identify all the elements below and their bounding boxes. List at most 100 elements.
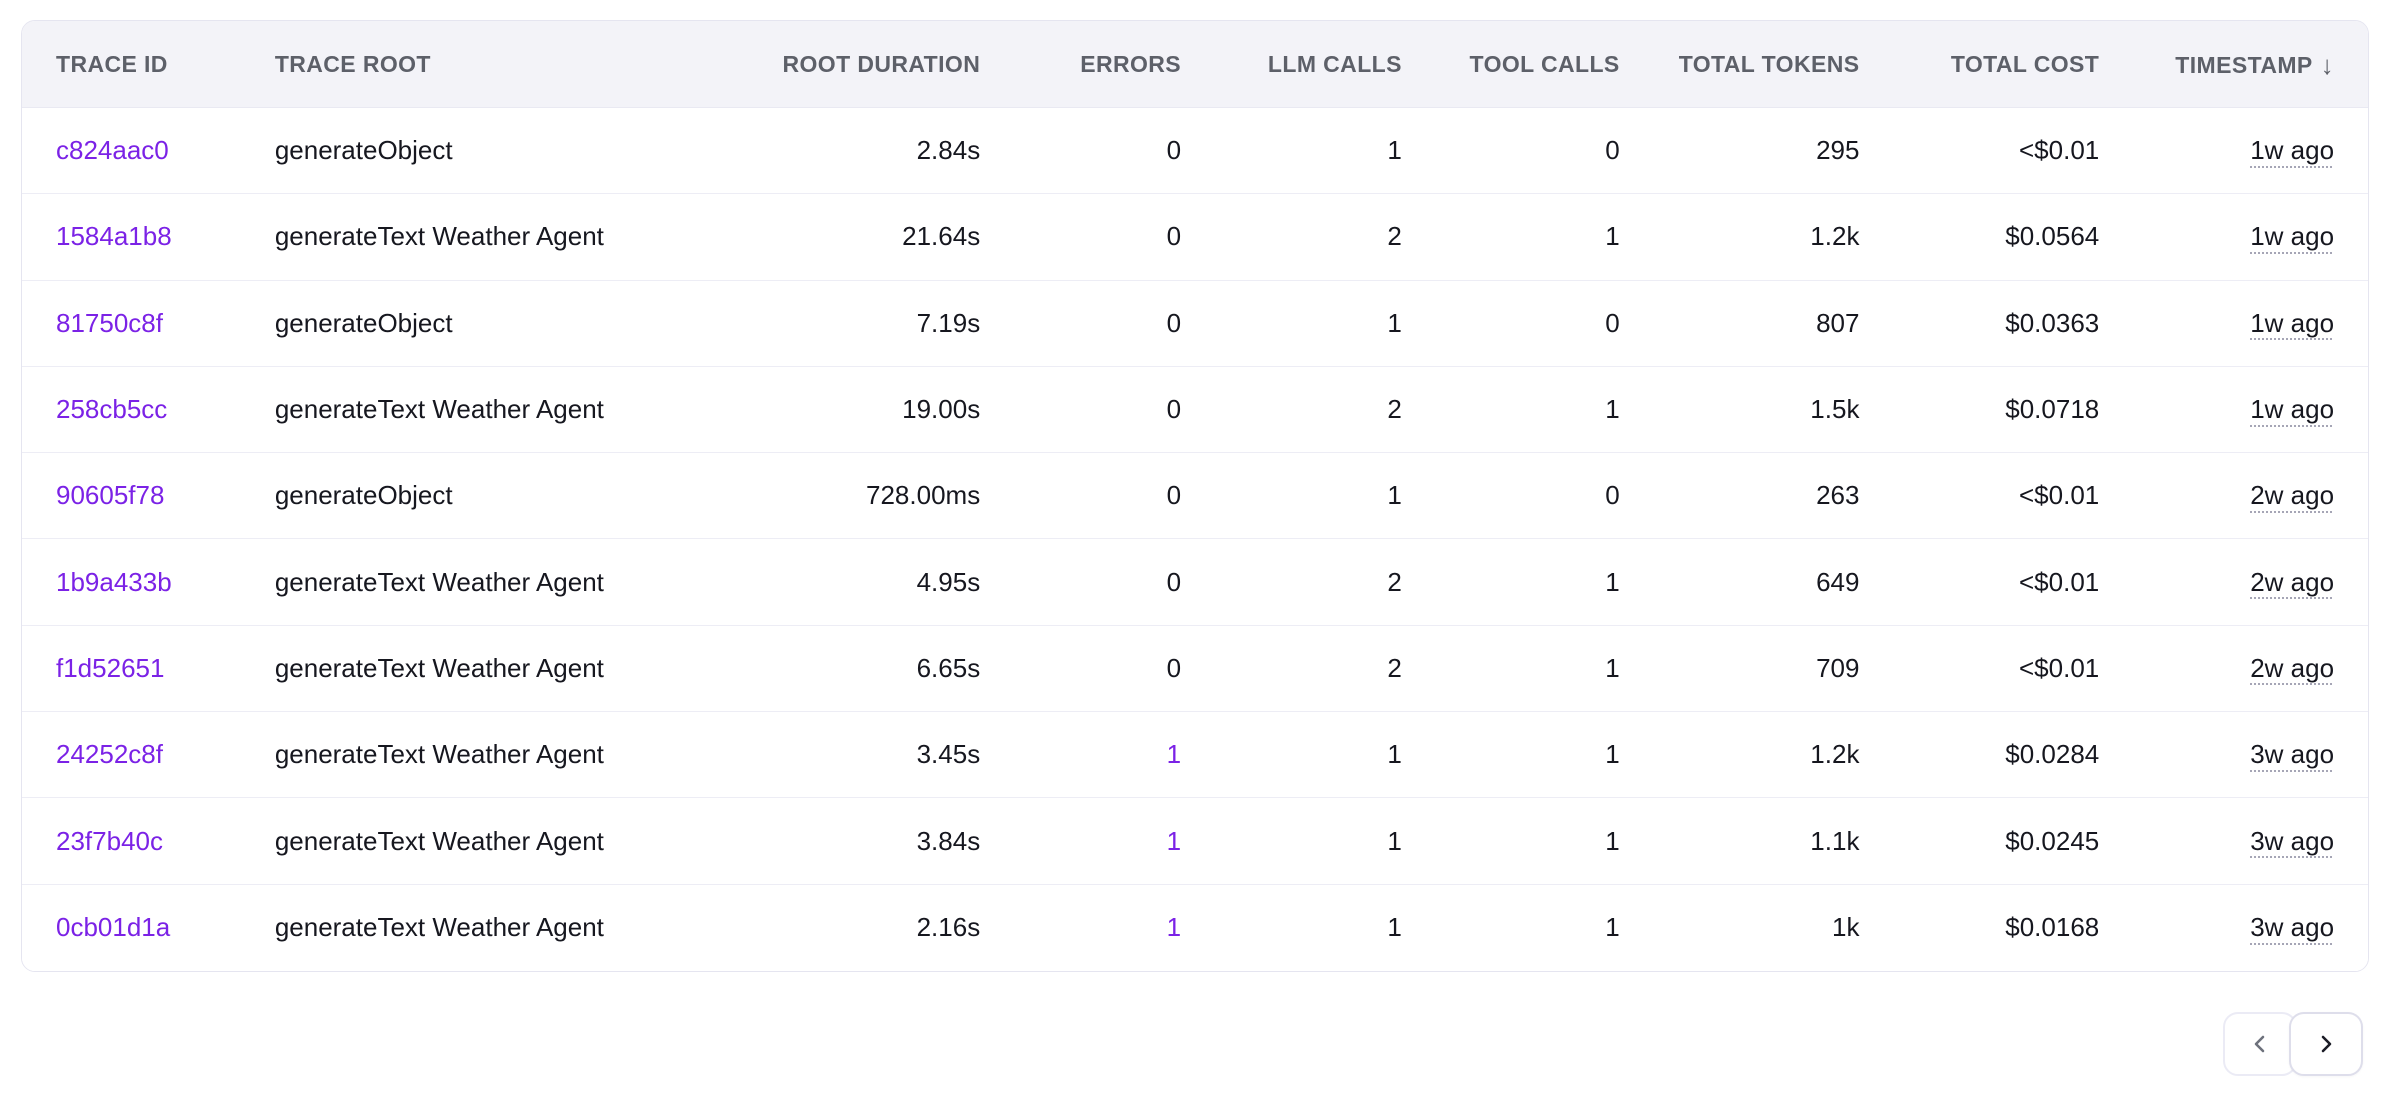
timestamp-value[interactable]: 3w ago: [2250, 739, 2335, 770]
trace-id-link[interactable]: 90605f78: [56, 480, 165, 511]
total-cost-cell: $0.0284: [2005, 739, 2100, 770]
tool-calls-cell: 1: [1605, 912, 1620, 943]
tool-calls-cell: 1: [1605, 566, 1620, 597]
table-row: 81750c8f generateObject 7.19s 0 1 0 807 …: [22, 280, 2368, 367]
table-row: 24252c8f generateText Weather Agent 3.45…: [22, 712, 2368, 799]
llm-calls-cell: 1: [1387, 480, 1402, 511]
traces-table: TRACE ID TRACE ROOT ROOT DURATION ERRORS…: [21, 20, 2369, 972]
total-tokens-cell: 1.2k: [1810, 221, 1860, 252]
trace-id-link[interactable]: 81750c8f: [56, 307, 163, 338]
tool-calls-cell: 0: [1605, 307, 1620, 338]
sort-desc-icon: ↓: [2320, 49, 2335, 80]
column-header-total-tokens[interactable]: TOTAL TOKENS: [1678, 50, 1860, 77]
timestamp-cell: 2w ago: [2099, 480, 2368, 511]
total-tokens-cell: 807: [1816, 307, 1860, 338]
column-header-trace-id[interactable]: TRACE ID: [56, 50, 168, 77]
column-header-timestamp-label: TIMESTAMP: [2175, 51, 2313, 78]
root-duration-cell: 21.64s: [902, 221, 981, 252]
total-tokens-cell: 649: [1816, 566, 1860, 597]
errors-cell: 0: [1166, 652, 1182, 683]
chevron-right-icon: [2321, 1035, 2332, 1053]
timestamp-cell: 3w ago: [2099, 739, 2368, 770]
timestamp-value[interactable]: 3w ago: [2250, 912, 2335, 943]
timestamp-value[interactable]: 2w ago: [2250, 480, 2335, 511]
llm-calls-cell: 2: [1387, 394, 1402, 425]
timestamp-value[interactable]: 1w ago: [2250, 307, 2335, 338]
timestamp-cell: 3w ago: [2099, 912, 2368, 943]
column-header-root-duration[interactable]: ROOT DURATION: [782, 50, 981, 77]
llm-calls-cell: 2: [1387, 221, 1402, 252]
trace-id-link[interactable]: c824aac0: [56, 135, 169, 166]
total-tokens-cell: 1.1k: [1810, 825, 1860, 856]
total-tokens-cell: 1k: [1831, 912, 1860, 943]
root-duration-cell: 2.16s: [916, 912, 981, 943]
trace-root-cell: generateText Weather Agent: [274, 739, 604, 770]
total-tokens-cell: 295: [1816, 135, 1860, 166]
timestamp-value[interactable]: 2w ago: [2250, 566, 2335, 597]
timestamp-value[interactable]: 2w ago: [2250, 652, 2335, 683]
total-cost-cell: $0.0718: [2005, 394, 2100, 425]
trace-id-link[interactable]: 23f7b40c: [56, 825, 163, 856]
tool-calls-cell: 1: [1605, 221, 1620, 252]
trace-id-link[interactable]: 258cb5cc: [56, 394, 168, 425]
trace-id-link[interactable]: 1584a1b8: [56, 221, 172, 252]
trace-root-cell: generateObject: [274, 307, 453, 338]
llm-calls-cell: 1: [1387, 739, 1402, 770]
column-header-timestamp[interactable]: TIMESTAMP ↓: [2099, 49, 2368, 80]
next-page-button[interactable]: [2289, 1012, 2363, 1076]
root-duration-cell: 4.95s: [916, 566, 981, 597]
root-duration-cell: 19.00s: [902, 394, 981, 425]
root-duration-cell: 3.84s: [916, 825, 981, 856]
pagination: [2223, 1012, 2363, 1076]
errors-cell: 1: [1166, 825, 1182, 856]
timestamp-value[interactable]: 1w ago: [2250, 221, 2335, 252]
root-duration-cell: 6.65s: [916, 652, 981, 683]
column-header-tool-calls[interactable]: TOOL CALLS: [1469, 50, 1620, 77]
total-cost-cell: <$0.01: [2019, 135, 2100, 166]
table-row: c824aac0 generateObject 2.84s 0 1 0 295 …: [22, 108, 2368, 195]
llm-calls-cell: 1: [1387, 135, 1402, 166]
errors-cell: 0: [1166, 135, 1182, 166]
tool-calls-cell: 1: [1605, 394, 1620, 425]
table-row: 1b9a433b generateText Weather Agent 4.95…: [22, 539, 2368, 626]
timestamp-value[interactable]: 1w ago: [2250, 135, 2335, 166]
column-header-errors[interactable]: ERRORS: [1080, 50, 1182, 77]
errors-cell: 0: [1166, 307, 1182, 338]
tool-calls-cell: 0: [1605, 135, 1620, 166]
errors-cell: 0: [1166, 394, 1182, 425]
trace-id-link[interactable]: 1b9a433b: [56, 566, 172, 597]
total-cost-cell: $0.0363: [2005, 307, 2100, 338]
trace-id-link[interactable]: 0cb01d1a: [56, 912, 171, 943]
errors-cell: 0: [1166, 480, 1182, 511]
trace-id-link[interactable]: f1d52651: [56, 652, 165, 683]
previous-page-button[interactable]: [2223, 1012, 2297, 1076]
errors-cell: 1: [1166, 912, 1182, 943]
total-tokens-cell: 709: [1816, 652, 1860, 683]
table-row: f1d52651 generateText Weather Agent 6.65…: [22, 625, 2368, 713]
table-row: 23f7b40c generateText Weather Agent 3.84…: [22, 798, 2368, 885]
trace-root-cell: generateText Weather Agent: [274, 652, 604, 683]
llm-calls-cell: 1: [1387, 912, 1402, 943]
total-cost-cell: $0.0168: [2005, 912, 2100, 943]
total-tokens-cell: 1.5k: [1810, 394, 1860, 425]
total-tokens-cell: 263: [1816, 480, 1860, 511]
column-header-trace-root[interactable]: TRACE ROOT: [274, 50, 431, 77]
column-header-total-cost[interactable]: TOTAL COST: [1950, 50, 2100, 77]
trace-root-cell: generateObject: [274, 135, 453, 166]
total-cost-cell: $0.0564: [2005, 221, 2100, 252]
timestamp-value[interactable]: 3w ago: [2250, 825, 2335, 856]
tool-calls-cell: 1: [1605, 652, 1620, 683]
timestamp-cell: 1w ago: [2099, 394, 2368, 425]
timestamp-cell: 1w ago: [2099, 135, 2368, 166]
trace-root-cell: generateText Weather Agent: [274, 825, 604, 856]
trace-id-link[interactable]: 24252c8f: [56, 739, 163, 770]
llm-calls-cell: 1: [1387, 825, 1402, 856]
column-header-llm-calls[interactable]: LLM CALLS: [1267, 50, 1402, 77]
root-duration-cell: 7.19s: [916, 307, 981, 338]
trace-root-cell: generateText Weather Agent: [274, 912, 604, 943]
llm-calls-cell: 1: [1387, 307, 1402, 338]
tool-calls-cell: 0: [1605, 480, 1620, 511]
trace-root-cell: generateObject: [274, 480, 453, 511]
timestamp-cell: 1w ago: [2099, 221, 2368, 252]
timestamp-value[interactable]: 1w ago: [2250, 394, 2335, 425]
